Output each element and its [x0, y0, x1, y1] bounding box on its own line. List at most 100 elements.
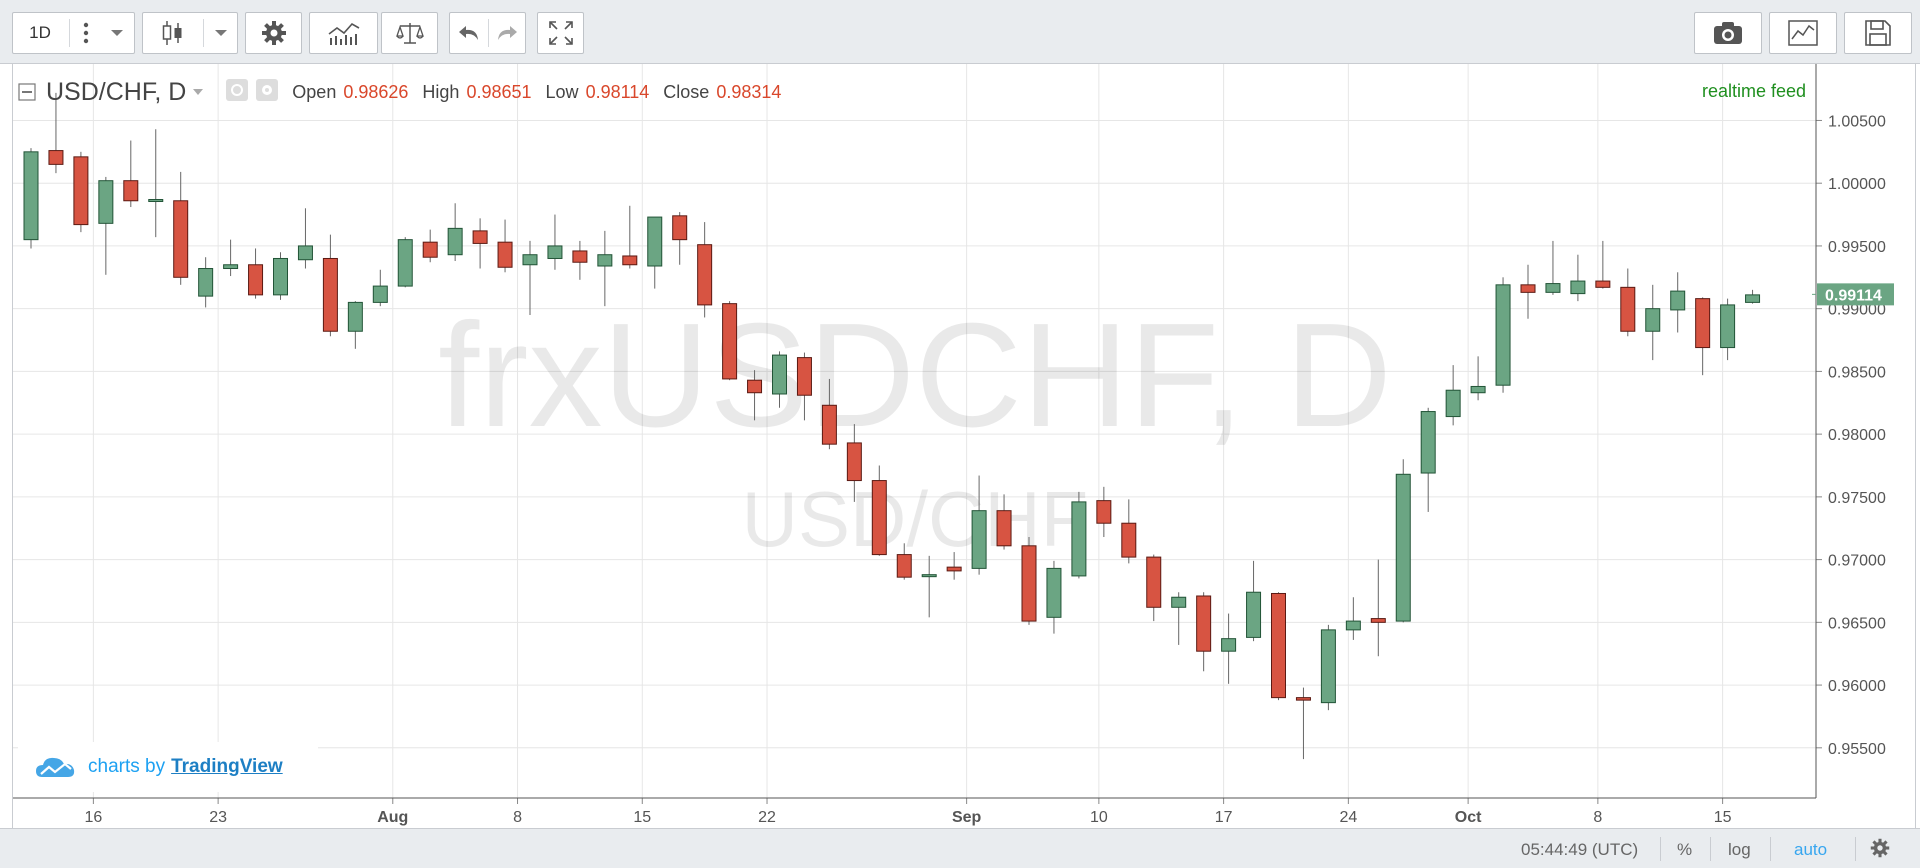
- more-vertical-icon[interactable]: [73, 13, 99, 53]
- close-label: Close: [663, 81, 710, 102]
- save-group: [1844, 12, 1912, 54]
- bottom-bar: 05:44:49 (UTC) % log auto: [0, 828, 1920, 868]
- candle-body: [1445, 389, 1461, 418]
- interval-button[interactable]: 1D: [13, 13, 67, 53]
- top-toolbar: 1D: [0, 0, 1920, 64]
- percent-toggle[interactable]: %: [1677, 840, 1693, 859]
- candles-icon[interactable]: [143, 13, 201, 53]
- close-value: 0.98314: [716, 81, 782, 102]
- candle-body: [1745, 294, 1761, 303]
- save-icon[interactable]: [1845, 13, 1911, 53]
- realtime-feed-label: realtime feed: [1702, 81, 1807, 101]
- chevron-down-icon[interactable]: [205, 13, 237, 53]
- candle-down: [722, 301, 738, 381]
- undo-icon[interactable]: [450, 13, 488, 53]
- candle-body: [921, 574, 937, 578]
- candle-body: [223, 264, 239, 270]
- candle-down: [572, 240, 588, 280]
- candle-body: [1196, 595, 1212, 652]
- chart-canvas[interactable]: frxUSDCHF, D USD/CHF 1.00500 1.00000 0.995…: [13, 64, 1917, 828]
- tradingview-cloud-icon: [36, 757, 75, 777]
- fullscreen-icon[interactable]: [538, 13, 583, 53]
- candle-up: [1395, 459, 1411, 623]
- candle-body: [322, 257, 338, 332]
- candle-body: [347, 301, 363, 332]
- price-tick-label: 0.97500: [1828, 490, 1886, 507]
- candle-down: [871, 465, 887, 556]
- branding: charts by TradingView: [18, 742, 318, 792]
- candle-body: [1520, 284, 1536, 293]
- chart-properties-group: [1769, 12, 1837, 54]
- candle-up: [1046, 560, 1062, 634]
- candle-down: [1295, 687, 1311, 760]
- candle-up: [1570, 254, 1586, 302]
- candle-body: [1545, 283, 1561, 293]
- high-value: 0.98651: [466, 81, 532, 102]
- candle-body: [896, 554, 912, 578]
- price-tick-label: 0.95500: [1828, 741, 1886, 758]
- gear-icon[interactable]: [1870, 838, 1890, 863]
- compare-icon[interactable]: [382, 13, 437, 53]
- candle-body: [846, 442, 862, 482]
- candle-down: [123, 140, 139, 208]
- candle-body: [123, 180, 139, 202]
- candle-body: [971, 510, 987, 569]
- time-tick-label: 8: [1593, 809, 1602, 826]
- chart-properties-icon[interactable]: [1770, 13, 1836, 53]
- candle-body: [48, 150, 64, 165]
- candle-up: [1495, 277, 1511, 393]
- history-group: [449, 12, 526, 54]
- candle-up: [1345, 597, 1361, 640]
- current-price-badge: [1817, 283, 1894, 306]
- chart-area[interactable]: frxUSDCHF, D USD/CHF 1.00500 1.00000 0.995…: [12, 64, 1916, 828]
- symbol-title[interactable]: USD/CHF, D: [46, 77, 187, 106]
- eye-icon[interactable]: [226, 78, 249, 106]
- candle-body: [1695, 298, 1711, 349]
- chevron-down-icon[interactable]: [192, 88, 204, 96]
- auto-toggle[interactable]: auto: [1794, 840, 1828, 859]
- candle-body: [946, 566, 962, 572]
- tradingview-link[interactable]: TradingView: [171, 756, 283, 777]
- low-label: Low: [545, 81, 579, 102]
- time-tick-label: 24: [1339, 809, 1357, 826]
- redo-icon[interactable]: [489, 13, 525, 53]
- candle-down: [248, 248, 264, 299]
- time-tick-label: 15: [1714, 809, 1732, 826]
- chevron-down-icon[interactable]: [101, 13, 133, 53]
- candle-body: [1645, 308, 1661, 332]
- collapse-legend-icon[interactable]: [18, 83, 36, 101]
- candle-body: [273, 257, 288, 296]
- candle-body: [1071, 501, 1087, 577]
- price-tick-label: 1.00000: [1828, 176, 1886, 193]
- candle-body: [1395, 473, 1411, 622]
- candle-body: [148, 199, 164, 203]
- log-toggle[interactable]: log: [1728, 840, 1751, 859]
- candle-down: [1695, 297, 1711, 376]
- gear-icon[interactable]: [246, 13, 301, 53]
- candle-up: [98, 176, 114, 275]
- candle-body: [1246, 591, 1262, 638]
- price-tick-label: 1.00500: [1828, 113, 1886, 130]
- symbol-settings-icon[interactable]: [256, 78, 279, 106]
- camera-icon[interactable]: [1695, 13, 1761, 53]
- candle-down: [1520, 264, 1536, 319]
- settings-group: [245, 12, 302, 54]
- candle-up: [1445, 365, 1461, 426]
- candle-up: [597, 230, 613, 307]
- candle-body: [23, 151, 39, 241]
- candle-down: [1595, 240, 1611, 289]
- candle-body: [1295, 697, 1311, 701]
- candle-body: [796, 357, 812, 396]
- candle-down: [73, 151, 89, 233]
- candles: [23, 92, 1761, 760]
- time-tick-label: 23: [209, 809, 227, 826]
- indicators-group: [309, 12, 378, 54]
- candle-body: [73, 156, 89, 226]
- candle-body: [597, 254, 613, 267]
- candle-up: [273, 252, 288, 300]
- price-tick-label: 0.97000: [1828, 553, 1886, 570]
- indicators-icon[interactable]: [310, 13, 377, 53]
- candle-up: [1745, 289, 1761, 304]
- candle-down: [1196, 592, 1212, 672]
- candle-body: [622, 255, 638, 266]
